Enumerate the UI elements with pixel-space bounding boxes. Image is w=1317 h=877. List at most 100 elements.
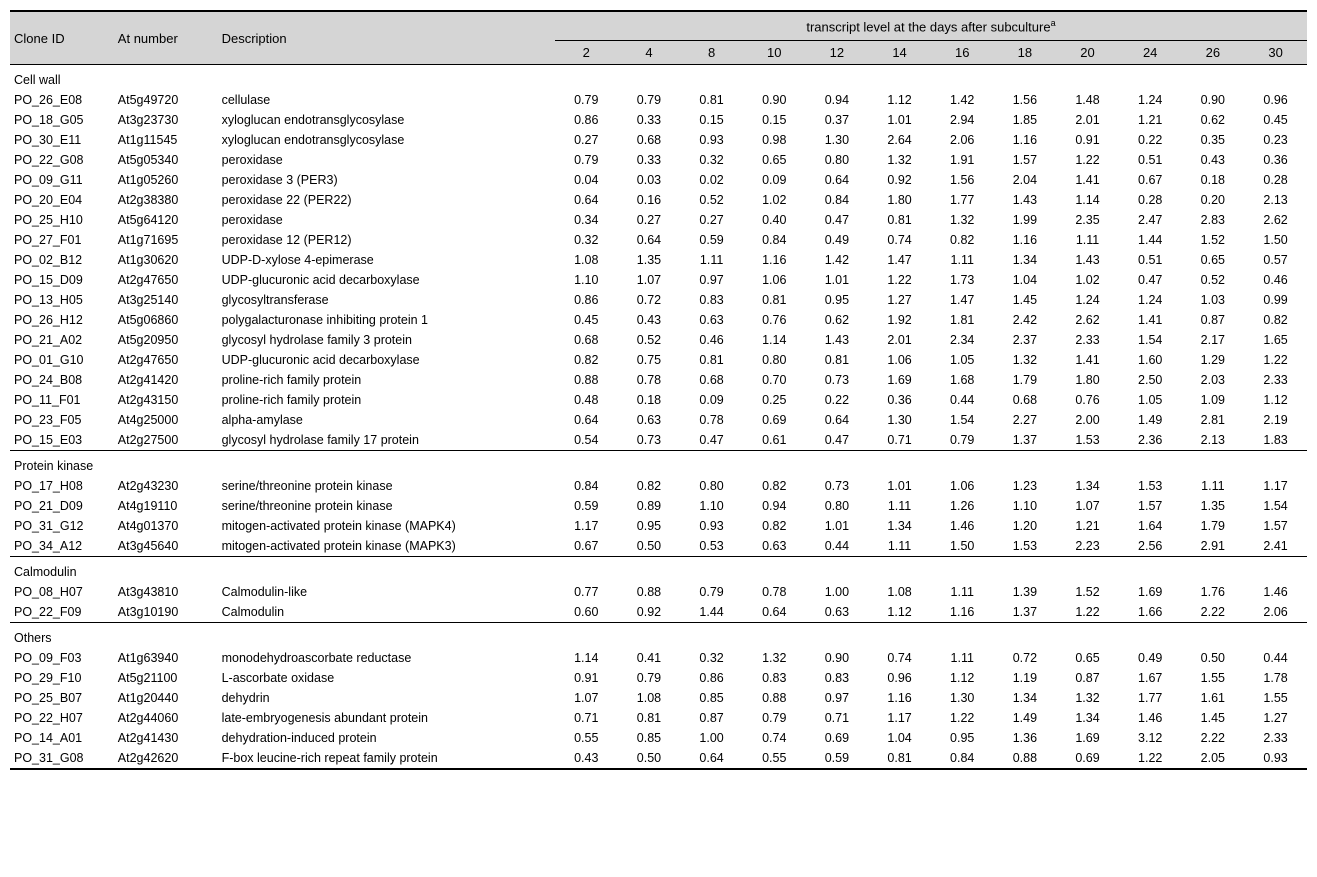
header-day: 18	[994, 41, 1057, 65]
cell-value: 2.00	[1056, 410, 1119, 430]
cell-value: 0.76	[743, 310, 806, 330]
cell-clone-id: PO_22_H07	[10, 708, 114, 728]
cell-value: 1.49	[1119, 410, 1182, 430]
cell-value: 1.43	[806, 330, 869, 350]
cell-value: 0.67	[1119, 170, 1182, 190]
cell-value: 2.56	[1119, 536, 1182, 557]
cell-description: alpha-amylase	[218, 410, 555, 430]
cell-value: 1.14	[555, 648, 618, 668]
cell-value: 0.54	[555, 430, 618, 451]
cell-value: 0.85	[680, 688, 743, 708]
cell-value: 1.11	[931, 648, 994, 668]
cell-value: 1.43	[994, 190, 1057, 210]
cell-clone-id: PO_23_F05	[10, 410, 114, 430]
cell-value: 1.29	[1182, 350, 1245, 370]
section-name: Others	[10, 623, 1307, 649]
cell-value: 0.78	[618, 370, 681, 390]
cell-at-number: At2g27500	[114, 430, 218, 451]
table-body: Cell wallPO_26_E08At5g49720cellulase0.79…	[10, 65, 1307, 770]
cell-value: 1.53	[1119, 476, 1182, 496]
cell-clone-id: PO_24_B08	[10, 370, 114, 390]
cell-clone-id: PO_31_G08	[10, 748, 114, 769]
table-row: PO_23_F05At4g25000alpha-amylase0.640.630…	[10, 410, 1307, 430]
cell-value: 2.06	[1244, 602, 1307, 623]
cell-value: 0.80	[680, 476, 743, 496]
cell-value: 1.01	[868, 476, 931, 496]
cell-value: 0.96	[868, 668, 931, 688]
cell-clone-id: PO_22_G08	[10, 150, 114, 170]
cell-value: 1.46	[931, 516, 994, 536]
cell-value: 1.11	[1182, 476, 1245, 496]
cell-value: 1.12	[868, 90, 931, 110]
cell-value: 0.51	[1119, 250, 1182, 270]
cell-description: glycosyl hydrolase family 3 protein	[218, 330, 555, 350]
table-row: PO_14_A01At2g41430dehydration-induced pr…	[10, 728, 1307, 748]
cell-value: 0.40	[743, 210, 806, 230]
cell-clone-id: PO_27_F01	[10, 230, 114, 250]
cell-value: 1.49	[994, 708, 1057, 728]
cell-value: 1.91	[931, 150, 994, 170]
cell-value: 2.33	[1244, 370, 1307, 390]
cell-value: 0.64	[806, 170, 869, 190]
cell-description: UDP-D-xylose 4-epimerase	[218, 250, 555, 270]
cell-value: 1.60	[1119, 350, 1182, 370]
cell-value: 1.06	[931, 476, 994, 496]
cell-value: 0.22	[806, 390, 869, 410]
cell-value: 0.99	[1244, 290, 1307, 310]
cell-value: 0.80	[806, 150, 869, 170]
cell-value: 0.84	[743, 230, 806, 250]
table-row: PO_18_G05At3g23730xyloglucan endotransgl…	[10, 110, 1307, 130]
cell-value: 0.04	[555, 170, 618, 190]
cell-value: 1.37	[994, 602, 1057, 623]
cell-value: 2.50	[1119, 370, 1182, 390]
cell-value: 1.10	[680, 496, 743, 516]
cell-value: 1.07	[555, 688, 618, 708]
cell-value: 1.37	[994, 430, 1057, 451]
cell-value: 1.22	[868, 270, 931, 290]
cell-value: 1.32	[931, 210, 994, 230]
cell-clone-id: PO_09_G11	[10, 170, 114, 190]
cell-clone-id: PO_29_F10	[10, 668, 114, 688]
cell-value: 0.68	[994, 390, 1057, 410]
cell-value: 0.09	[680, 390, 743, 410]
cell-value: 1.50	[931, 536, 994, 557]
cell-clone-id: PO_17_H08	[10, 476, 114, 496]
table-row: PO_22_F09At3g10190Calmodulin0.600.921.44…	[10, 602, 1307, 623]
cell-at-number: At1g05260	[114, 170, 218, 190]
cell-value: 2.62	[1056, 310, 1119, 330]
cell-value: 1.44	[1119, 230, 1182, 250]
cell-value: 0.77	[555, 582, 618, 602]
cell-description: late-embryogenesis abundant protein	[218, 708, 555, 728]
cell-value: 1.16	[994, 130, 1057, 150]
cell-value: 0.72	[994, 648, 1057, 668]
cell-value: 1.08	[868, 582, 931, 602]
cell-clone-id: PO_30_E11	[10, 130, 114, 150]
cell-description: peroxidase	[218, 210, 555, 230]
cell-value: 0.88	[618, 582, 681, 602]
cell-value: 2.05	[1182, 748, 1245, 769]
cell-value: 0.46	[1244, 270, 1307, 290]
cell-clone-id: PO_21_D09	[10, 496, 114, 516]
cell-value: 1.45	[994, 290, 1057, 310]
cell-value: 0.86	[680, 668, 743, 688]
header-day: 12	[806, 41, 869, 65]
cell-value: 0.84	[555, 476, 618, 496]
table-header: Clone ID At number Description transcrip…	[10, 11, 1307, 65]
cell-value: 1.11	[1056, 230, 1119, 250]
cell-value: 1.22	[1244, 350, 1307, 370]
cell-value: 0.50	[618, 536, 681, 557]
cell-description: mitogen-activated protein kinase (MAPK4)	[218, 516, 555, 536]
cell-value: 1.16	[994, 230, 1057, 250]
cell-value: 0.81	[868, 748, 931, 769]
table-row: PO_26_E08At5g49720cellulase0.790.790.810…	[10, 90, 1307, 110]
cell-value: 1.21	[1056, 516, 1119, 536]
cell-value: 0.25	[743, 390, 806, 410]
cell-value: 1.27	[868, 290, 931, 310]
cell-clone-id: PO_20_E04	[10, 190, 114, 210]
cell-value: 1.01	[868, 110, 931, 130]
header-day: 16	[931, 41, 994, 65]
cell-at-number: At3g10190	[114, 602, 218, 623]
cell-value: 0.16	[618, 190, 681, 210]
cell-value: 2.94	[931, 110, 994, 130]
cell-value: 0.87	[680, 708, 743, 728]
